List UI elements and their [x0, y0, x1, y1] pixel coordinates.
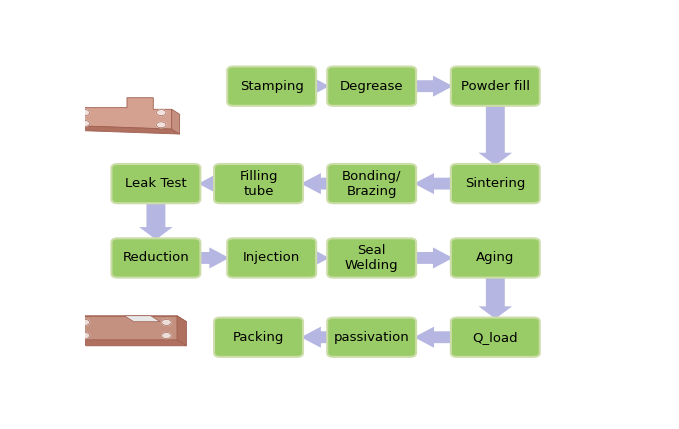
FancyBboxPatch shape [214, 164, 303, 203]
Text: Aging: Aging [476, 251, 515, 264]
Circle shape [156, 122, 166, 128]
Polygon shape [172, 109, 179, 134]
FancyBboxPatch shape [451, 164, 540, 203]
Text: Reduction: Reduction [122, 251, 189, 264]
Polygon shape [414, 326, 453, 348]
Polygon shape [198, 173, 218, 194]
FancyBboxPatch shape [227, 66, 316, 106]
Polygon shape [198, 248, 230, 269]
Polygon shape [77, 316, 177, 340]
FancyBboxPatch shape [327, 317, 416, 357]
FancyBboxPatch shape [227, 238, 316, 278]
Polygon shape [139, 202, 172, 240]
FancyBboxPatch shape [451, 317, 540, 357]
Text: passivation: passivation [334, 331, 409, 344]
Polygon shape [479, 105, 512, 165]
FancyBboxPatch shape [451, 238, 540, 278]
Text: Q_load: Q_load [473, 331, 518, 344]
Polygon shape [301, 326, 329, 348]
Polygon shape [77, 340, 187, 346]
Circle shape [162, 332, 171, 338]
Circle shape [80, 319, 90, 325]
Polygon shape [77, 126, 179, 134]
Polygon shape [414, 76, 453, 97]
FancyBboxPatch shape [111, 238, 200, 278]
Polygon shape [310, 248, 329, 269]
Circle shape [162, 319, 171, 325]
Polygon shape [77, 316, 187, 322]
FancyBboxPatch shape [214, 317, 303, 357]
Text: Leak Test: Leak Test [125, 177, 187, 190]
Text: Filling
tube: Filling tube [239, 169, 278, 198]
Text: Injection: Injection [243, 251, 300, 264]
Polygon shape [414, 248, 453, 269]
Text: Bonding/
Brazing: Bonding/ Brazing [342, 169, 401, 198]
Text: Degrease: Degrease [340, 80, 403, 93]
Polygon shape [301, 173, 329, 194]
FancyBboxPatch shape [327, 238, 416, 278]
Circle shape [156, 110, 166, 115]
Text: Stamping: Stamping [240, 80, 304, 93]
Polygon shape [77, 98, 172, 129]
FancyBboxPatch shape [327, 164, 416, 203]
Polygon shape [310, 76, 329, 97]
Text: Packing: Packing [233, 331, 285, 344]
Polygon shape [177, 316, 187, 346]
Text: Powder fill: Powder fill [461, 80, 530, 93]
FancyBboxPatch shape [327, 66, 416, 106]
Text: Seal
Welding: Seal Welding [345, 244, 399, 272]
FancyBboxPatch shape [451, 66, 540, 106]
Polygon shape [414, 173, 453, 194]
Circle shape [80, 121, 90, 127]
FancyBboxPatch shape [111, 164, 200, 203]
Text: Sintering: Sintering [465, 177, 526, 190]
Polygon shape [124, 316, 160, 322]
Circle shape [80, 110, 90, 115]
Circle shape [80, 332, 90, 338]
Polygon shape [479, 276, 512, 319]
